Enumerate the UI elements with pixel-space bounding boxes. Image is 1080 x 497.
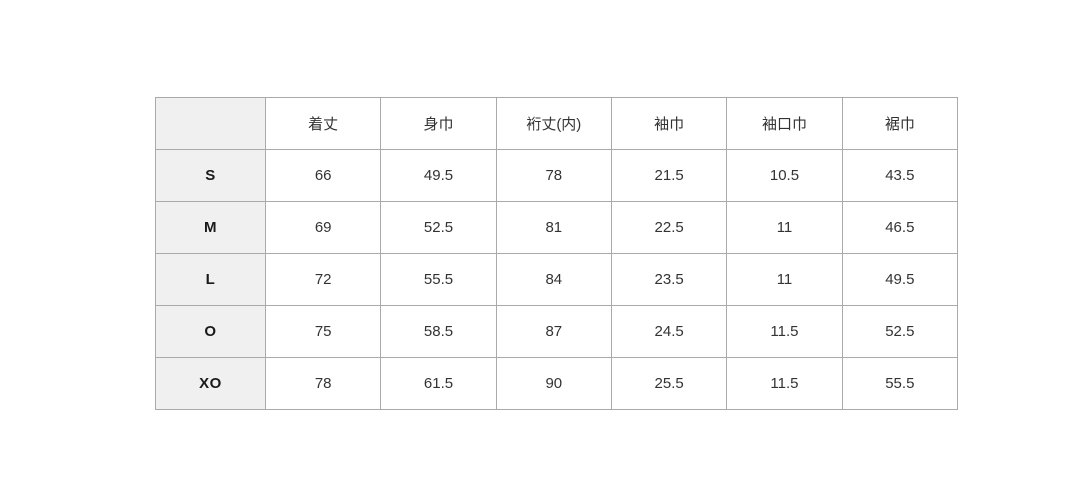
measurement-cell: 58.5 bbox=[380, 305, 497, 358]
measurement-cell: 78 bbox=[264, 357, 382, 410]
column-header: 裾巾 bbox=[841, 97, 959, 150]
measurement-cell: 25.5 bbox=[610, 357, 728, 410]
measurement-cell: 11 bbox=[726, 201, 843, 254]
measurement-cell: 49.5 bbox=[380, 149, 497, 202]
measurement-cell: 21.5 bbox=[610, 149, 728, 202]
measurement-cell: 84 bbox=[495, 253, 612, 306]
measurement-cell: 23.5 bbox=[610, 253, 728, 306]
measurement-cell: 52.5 bbox=[841, 305, 959, 358]
table-row: XO 78 61.5 90 25.5 11.5 55.5 bbox=[155, 357, 959, 410]
measurement-cell: 90 bbox=[495, 357, 612, 410]
measurement-cell: 87 bbox=[495, 305, 612, 358]
table-row: M 69 52.5 81 22.5 11 46.5 bbox=[155, 201, 959, 254]
size-chart-table: 着丈 身巾 裄丈(内) 袖巾 袖口巾 裾巾 S 66 49.5 78 21.5 10.5 43.5 M 6… bbox=[155, 97, 959, 410]
measurement-cell: 10.5 bbox=[726, 149, 843, 202]
size-row-header: XO bbox=[155, 357, 266, 410]
size-row-header: M bbox=[155, 201, 266, 254]
measurement-cell: 55.5 bbox=[841, 357, 959, 410]
measurement-cell: 81 bbox=[495, 201, 612, 254]
corner-cell bbox=[155, 97, 266, 150]
measurement-cell: 72 bbox=[264, 253, 382, 306]
measurement-cell: 22.5 bbox=[610, 201, 728, 254]
header-row: 着丈 身巾 裄丈(内) 袖巾 袖口巾 裾巾 bbox=[155, 97, 959, 150]
measurement-cell: 43.5 bbox=[841, 149, 959, 202]
measurement-cell: 55.5 bbox=[380, 253, 497, 306]
measurement-cell: 69 bbox=[264, 201, 382, 254]
size-row-header: O bbox=[155, 305, 266, 358]
measurement-cell: 24.5 bbox=[610, 305, 728, 358]
measurement-cell: 52.5 bbox=[380, 201, 497, 254]
measurement-cell: 66 bbox=[264, 149, 382, 202]
measurement-cell: 78 bbox=[495, 149, 612, 202]
table-row: S 66 49.5 78 21.5 10.5 43.5 bbox=[155, 149, 959, 202]
table-row: O 75 58.5 87 24.5 11.5 52.5 bbox=[155, 305, 959, 358]
column-header: 袖口巾 bbox=[726, 97, 843, 150]
table-row: L 72 55.5 84 23.5 11 49.5 bbox=[155, 253, 959, 306]
measurement-cell: 46.5 bbox=[841, 201, 959, 254]
column-header: 袖巾 bbox=[610, 97, 728, 150]
column-header: 身巾 bbox=[380, 97, 497, 150]
measurement-cell: 11.5 bbox=[726, 305, 843, 358]
column-header: 裄丈(内) bbox=[495, 97, 612, 150]
size-row-header: L bbox=[155, 253, 266, 306]
measurement-cell: 49.5 bbox=[841, 253, 959, 306]
measurement-cell: 11.5 bbox=[726, 357, 843, 410]
measurement-cell: 61.5 bbox=[380, 357, 497, 410]
column-header: 着丈 bbox=[264, 97, 382, 150]
table-body: S 66 49.5 78 21.5 10.5 43.5 M 69 52.5 81 22.5 11 46.5… bbox=[155, 149, 959, 410]
size-row-header: S bbox=[155, 149, 266, 202]
measurement-cell: 11 bbox=[726, 253, 843, 306]
measurement-cell: 75 bbox=[264, 305, 382, 358]
